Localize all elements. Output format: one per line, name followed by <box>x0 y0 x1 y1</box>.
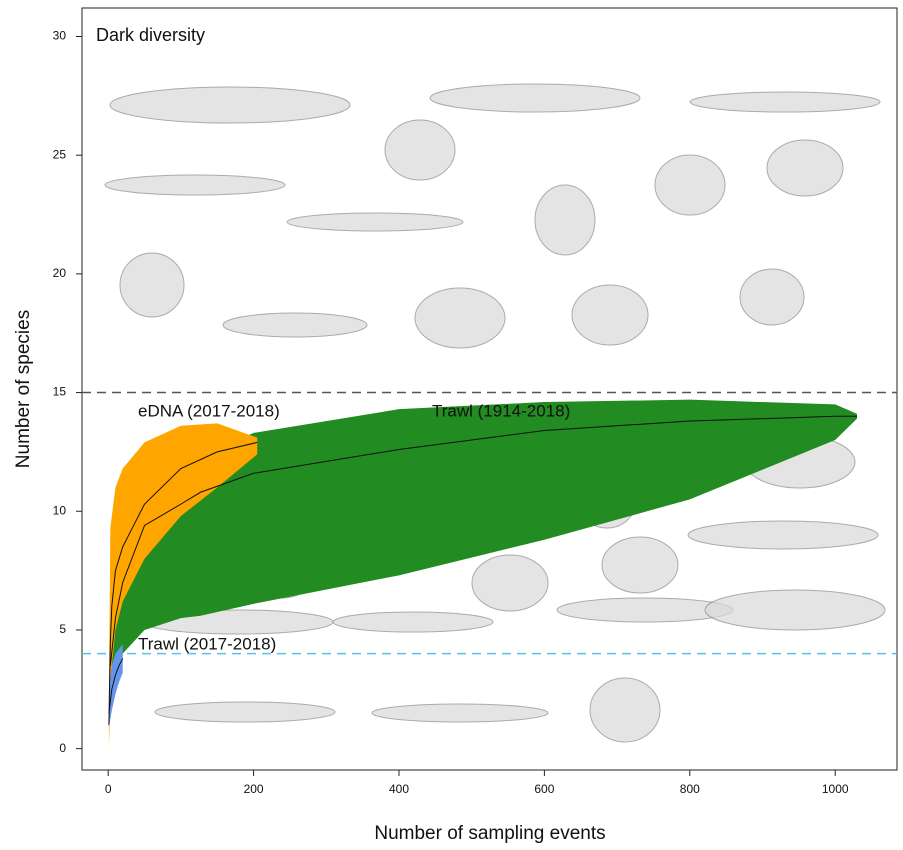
x-axis-label: Number of sampling events <box>374 823 605 844</box>
y-axis-label: Number of species <box>13 310 34 468</box>
series-label: Trawl (2017-2018) <box>138 634 276 653</box>
x-tick-label: 200 <box>244 782 264 796</box>
x-tick-label: 1000 <box>822 782 849 796</box>
y-tick-label: 25 <box>53 147 67 161</box>
y-tick-label: 5 <box>59 622 66 636</box>
y-tick-label: 15 <box>53 385 67 399</box>
y-tick-label: 0 <box>59 741 66 755</box>
chart: Dark diversity Number of sampling events… <box>0 0 903 850</box>
y-tick-label: 10 <box>53 503 67 517</box>
x-tick-label: 600 <box>534 782 554 796</box>
x-tick-label: 800 <box>680 782 700 796</box>
y-tick-label: 30 <box>53 29 67 43</box>
series-label: Trawl (1914-2018) <box>432 401 570 420</box>
y-tick-label: 20 <box>53 266 67 280</box>
annotation: Dark diversity <box>96 25 205 45</box>
x-tick-label: 400 <box>389 782 409 796</box>
x-tick-label: 0 <box>105 782 112 796</box>
series-label: eDNA (2017-2018) <box>138 401 280 420</box>
